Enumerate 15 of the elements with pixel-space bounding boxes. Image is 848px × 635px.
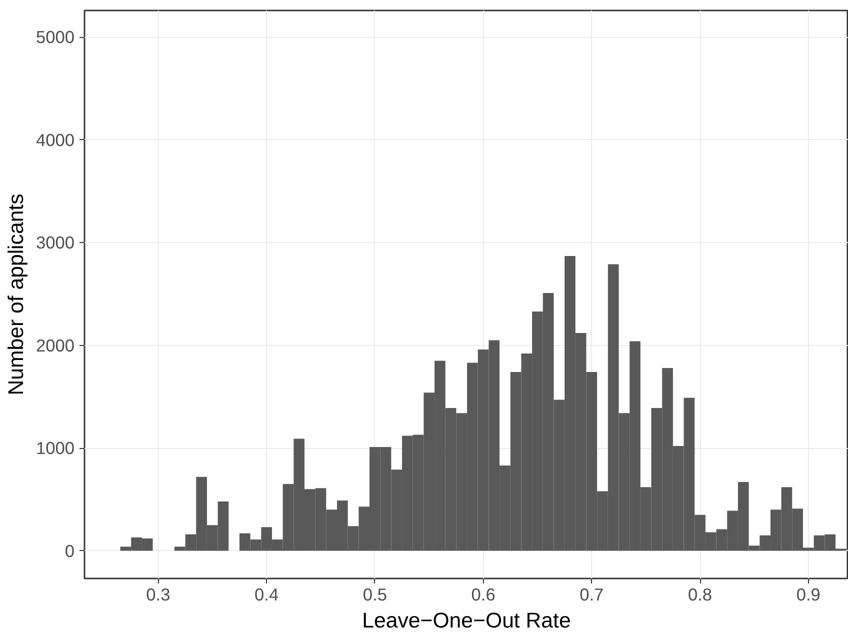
x-tick-label: 0.5 xyxy=(362,584,387,604)
y-tick-label: 3000 xyxy=(36,232,75,253)
x-tick-label: 0.4 xyxy=(254,584,279,604)
x-tick-label: 0.8 xyxy=(688,584,712,604)
x-tick-label: 0.7 xyxy=(580,584,604,604)
x-tick-label: 0.6 xyxy=(471,584,496,604)
x-tick-label: 0.3 xyxy=(146,584,170,604)
y-tick-label: 0 xyxy=(64,540,75,561)
y-axis-title: Number of applicants xyxy=(4,194,28,396)
y-tick-label: 4000 xyxy=(36,130,75,150)
x-axis-title: Leave−One−Out Rate xyxy=(362,608,571,632)
y-tick-label: 5000 xyxy=(36,27,75,48)
y-tick-label: 2000 xyxy=(36,335,75,356)
y-tick-label: 1000 xyxy=(36,438,75,458)
x-tick-label: 0.9 xyxy=(796,584,820,604)
